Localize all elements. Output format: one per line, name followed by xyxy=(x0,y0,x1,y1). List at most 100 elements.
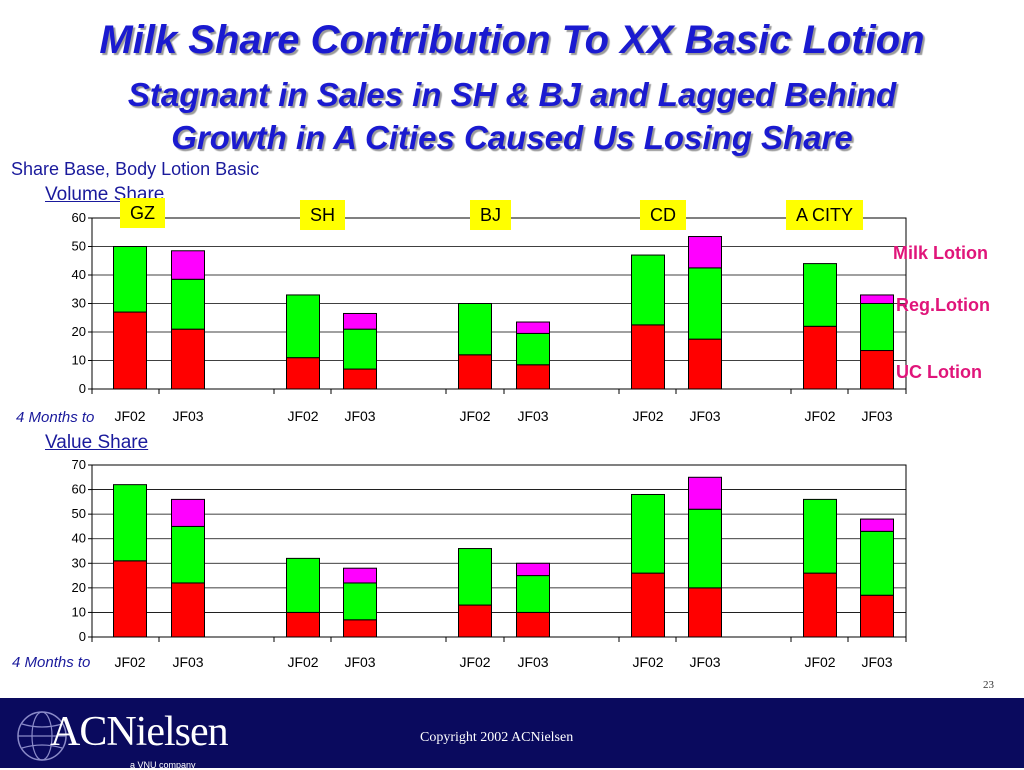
bar-segment-reg-lotion xyxy=(458,548,492,606)
slide-title: Milk Share Contribution To XX Basic Loti… xyxy=(99,18,925,62)
bar-segment-uc-lotion xyxy=(516,611,550,638)
footer-bar: ACNielsen a VNU company Copyright 2002 A… xyxy=(0,698,1024,770)
city-label-gz: GZ xyxy=(120,198,165,228)
x-tick-label: JF02 xyxy=(287,408,318,424)
bar-segment-milk-lotion xyxy=(516,321,550,334)
x-tick-label: JF02 xyxy=(114,654,145,670)
bar-segment-reg-lotion xyxy=(343,582,377,621)
legend-uc-lotion: UC Lotion xyxy=(896,362,982,382)
bar-segment-milk-lotion xyxy=(516,562,550,577)
bar-segment-milk-lotion xyxy=(860,518,894,532)
x-tick-label: JF02 xyxy=(632,654,663,670)
x-tick-label: JF03 xyxy=(172,408,203,424)
city-label-bj: BJ xyxy=(470,200,512,230)
y-tick-label: 30 xyxy=(72,555,86,570)
y-tick-label: 50 xyxy=(72,506,86,521)
bar-segment-reg-lotion xyxy=(516,332,550,366)
bar-segment-uc-lotion xyxy=(688,587,722,638)
bar-segment-reg-lotion xyxy=(688,508,722,589)
x-tick-label: JF03 xyxy=(344,408,375,424)
bar-segment-reg-lotion xyxy=(171,525,205,584)
y-tick-label: 40 xyxy=(72,531,86,546)
bar-segment-uc-lotion xyxy=(343,368,377,390)
bar-segment-reg-lotion xyxy=(516,575,550,613)
bar-segment-milk-lotion xyxy=(860,294,894,305)
bar-segment-uc-lotion xyxy=(631,324,665,390)
x-tick-label: JF02 xyxy=(459,408,490,424)
x-tick-label: JF03 xyxy=(689,408,720,424)
bar-segment-uc-lotion xyxy=(171,328,205,390)
bar-segment-uc-lotion xyxy=(458,354,492,390)
y-tick-label: 60 xyxy=(72,482,86,497)
bar-segment-reg-lotion xyxy=(113,246,147,313)
volume-period-label: 4 Months to xyxy=(16,409,95,426)
x-tick-label: JF02 xyxy=(804,408,835,424)
bar-segment-uc-lotion xyxy=(171,582,205,638)
y-tick-label: 20 xyxy=(72,580,86,595)
bar-segment-reg-lotion xyxy=(860,303,894,352)
bar-segment-uc-lotion xyxy=(803,572,837,638)
bar-segment-reg-lotion xyxy=(286,557,320,613)
bar-segment-milk-lotion xyxy=(343,312,377,330)
bar-segment-reg-lotion xyxy=(631,254,665,326)
page-number: 23 xyxy=(983,679,994,691)
bar-segment-milk-lotion xyxy=(688,236,722,269)
bar-segment-uc-lotion xyxy=(286,357,320,390)
globe-icon xyxy=(17,711,67,761)
value-share-title: Value Share xyxy=(45,432,149,453)
value-period-label: 4 Months to xyxy=(12,654,91,671)
acnielsen-logo: ACNielsen a VNU company xyxy=(17,704,240,770)
bar-segment-milk-lotion xyxy=(171,250,205,280)
plot-area-frame xyxy=(91,464,907,638)
x-tick-label: JF03 xyxy=(344,654,375,670)
bar-segment-uc-lotion xyxy=(860,594,894,638)
bar-segment-milk-lotion xyxy=(171,498,205,527)
bar-segment-uc-lotion xyxy=(343,619,377,638)
logo-subtext: a VNU company xyxy=(130,760,196,770)
y-tick-label: 30 xyxy=(72,296,86,311)
x-tick-label: JF03 xyxy=(861,408,892,424)
slide-title-line3: Growth in A Cities Caused Us Losing Shar… xyxy=(171,119,853,156)
y-tick-label: 60 xyxy=(72,210,86,225)
city-label-cd: CD xyxy=(640,200,686,230)
share-base-subtitle: Share Base, Body Lotion Basic xyxy=(11,159,260,179)
bar-segment-reg-lotion xyxy=(286,294,320,359)
x-tick-label: JF02 xyxy=(287,654,318,670)
bar-segment-milk-lotion xyxy=(343,567,377,584)
bar-segment-reg-lotion xyxy=(860,530,894,596)
x-tick-label: JF03 xyxy=(861,654,892,670)
bar-segment-reg-lotion xyxy=(113,484,147,562)
bar-segment-reg-lotion xyxy=(171,278,205,330)
bar-segment-uc-lotion xyxy=(631,572,665,638)
copyright-text: Copyright 2002 ACNielsen xyxy=(420,730,574,745)
city-label-a-city: A CITY xyxy=(786,200,864,230)
logo-text: ACNielsen xyxy=(50,709,229,755)
x-tick-label: JF02 xyxy=(804,654,835,670)
charts-canvas: 0 10 20 30 40 50 60 JF02 JF03 JF02 JF03 JF02 JF03 JF0… xyxy=(72,210,907,670)
x-tick-label: JF03 xyxy=(517,654,548,670)
bar-segment-uc-lotion xyxy=(860,350,894,390)
legend-milk-lotion: Milk Lotion xyxy=(893,243,988,263)
x-tick-label: JF03 xyxy=(517,408,548,424)
bar-segment-reg-lotion xyxy=(688,267,722,340)
legend-reg-lotion: Reg.Lotion xyxy=(896,295,990,315)
y-tick-label: 0 xyxy=(79,381,86,396)
y-tick-label: 40 xyxy=(72,267,86,282)
x-tick-label: JF03 xyxy=(172,654,203,670)
bar-segment-uc-lotion xyxy=(516,364,550,390)
y-tick-label: 10 xyxy=(72,353,86,368)
bar-segment-reg-lotion xyxy=(458,303,492,356)
bar-segment-reg-lotion xyxy=(343,328,377,370)
bar-segment-reg-lotion xyxy=(803,263,837,327)
bar-segment-uc-lotion xyxy=(688,338,722,390)
slide-title-line2: Stagnant in Sales in SH & BJ and Lagged … xyxy=(127,76,897,113)
bar-segment-reg-lotion xyxy=(803,498,837,574)
y-tick-label: 70 xyxy=(72,457,86,472)
bar-segment-uc-lotion xyxy=(458,604,492,638)
bar-segment-milk-lotion xyxy=(688,476,722,510)
bar-segment-uc-lotion xyxy=(113,311,147,390)
x-tick-label: JF02 xyxy=(632,408,663,424)
bar-segment-reg-lotion xyxy=(631,493,665,574)
bar-segment-uc-lotion xyxy=(803,325,837,390)
city-label-sh: SH xyxy=(300,200,346,230)
